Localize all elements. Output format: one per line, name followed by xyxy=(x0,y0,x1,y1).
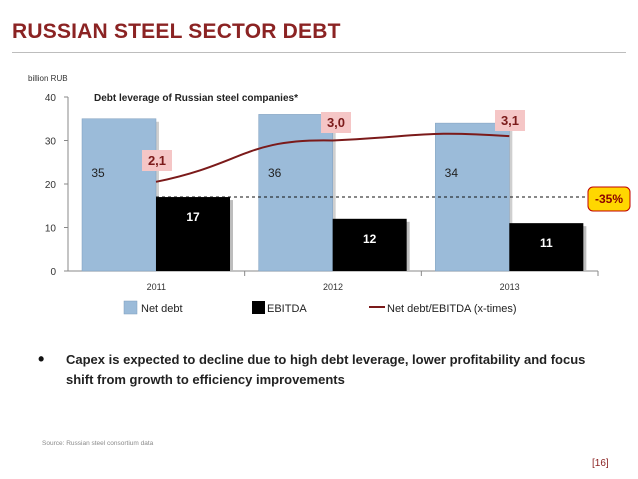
net-debt-bar xyxy=(435,122,510,272)
legend-ebitda-swatch xyxy=(252,301,265,314)
page-number: [16] xyxy=(592,458,609,469)
bullet-dot: • xyxy=(38,349,45,369)
leverage-label: 3,1 xyxy=(501,113,519,128)
change-callout-box xyxy=(587,186,631,212)
net-debt-value-label: 34 xyxy=(445,166,459,180)
x-tick-label: 2012 xyxy=(323,282,343,292)
x-tick-label: 2011 xyxy=(147,282,166,292)
leverage-label: 2,1 xyxy=(148,153,166,168)
leverage-label-bg xyxy=(495,110,525,131)
source-note: Source: Russian steel consortium data xyxy=(42,440,154,447)
legend-net-debt-label: Net debt xyxy=(141,303,183,315)
bullet-text: Capex is expected to decline due to high… xyxy=(66,352,586,387)
y-tick-label: 10 xyxy=(45,224,57,235)
ebitda-value-label: 11 xyxy=(540,236,553,250)
leverage-label: 3,0 xyxy=(327,115,345,130)
change-callout-text: -35% xyxy=(595,192,623,206)
bullet-point: • Capex is expected to decline due to hi… xyxy=(38,350,598,390)
net-debt-value-label: 36 xyxy=(268,166,282,180)
ebitda-bar xyxy=(332,218,407,271)
ebitda-value-label: 12 xyxy=(363,232,377,246)
ebitda-bar xyxy=(509,223,584,271)
y-tick-label: 40 xyxy=(45,93,57,104)
y-tick-label: 0 xyxy=(50,267,56,278)
leverage-label-bg xyxy=(321,112,351,133)
ebitda-value-label: 17 xyxy=(186,210,200,224)
y-axis-label: billion RUB xyxy=(28,74,68,83)
leverage-line xyxy=(155,132,510,183)
y-tick-label: 20 xyxy=(45,180,57,191)
chart-title: Debt leverage of Russian steel companies… xyxy=(94,93,298,104)
net-debt-value-label: 35 xyxy=(91,166,105,180)
net-debt-bar xyxy=(81,118,157,272)
y-tick-label: 30 xyxy=(45,137,57,148)
legend-net-debt-swatch xyxy=(123,300,138,315)
legend-ebitda-label: EBITDA xyxy=(267,303,307,315)
net-debt-bar xyxy=(258,114,333,272)
x-tick-label: 2013 xyxy=(500,282,520,292)
page-title: RUSSIAN STEEL SECTOR DEBT xyxy=(12,20,341,43)
legend-line-label: Net debt/EBITDA (x-times) xyxy=(387,303,517,315)
leverage-label-bg xyxy=(142,150,172,171)
debt-leverage-chart: billion RUB Debt leverage of Russian stee… xyxy=(28,74,631,315)
title-divider xyxy=(12,52,626,53)
ebitda-bar xyxy=(156,197,230,271)
